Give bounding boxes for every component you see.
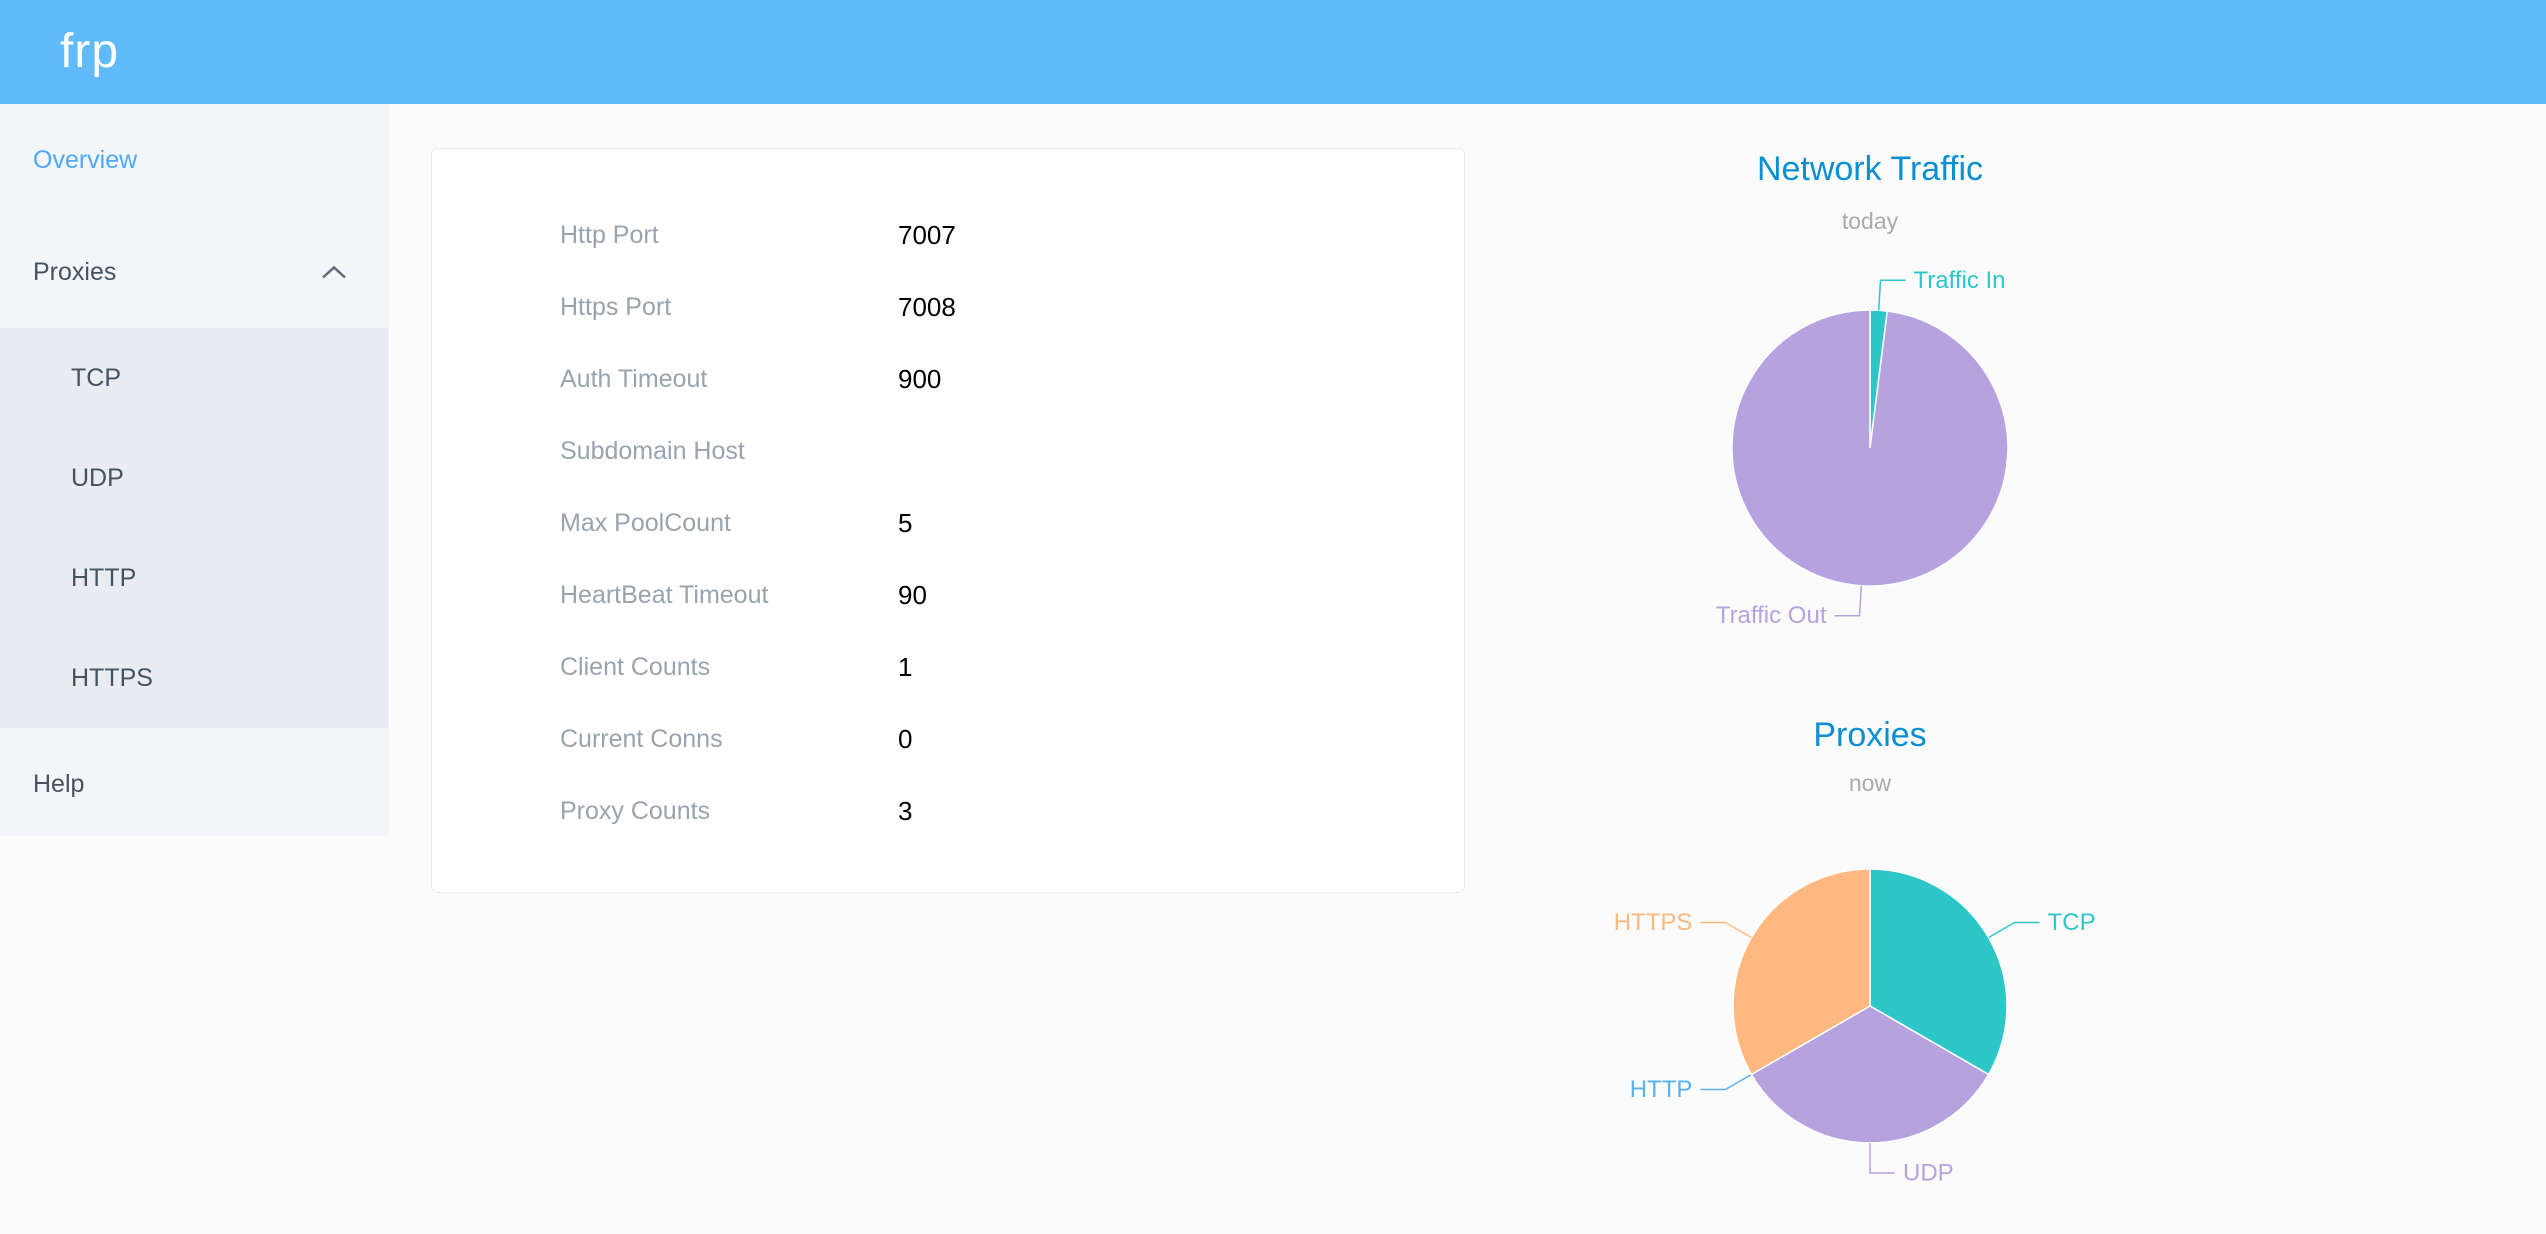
sidebar-item-udp[interactable]: UDP bbox=[71, 464, 124, 492]
info-label: Http Port bbox=[560, 220, 659, 249]
pie-slice-udp[interactable] bbox=[1750, 1005, 1990, 1144]
network-traffic-pie[interactable]: Traffic In Traffic Out bbox=[1470, 240, 2270, 680]
info-label: Https Port bbox=[560, 292, 672, 321]
pie-label-tcp: TCP bbox=[2048, 909, 2096, 936]
info-label: Auth Timeout bbox=[560, 364, 708, 393]
sidebar-item-tcp[interactable]: TCP bbox=[71, 364, 121, 392]
info-row: Subdomain Host bbox=[432, 415, 1464, 487]
header: frp bbox=[0, 0, 2546, 104]
sidebar-item-proxies-label: Proxies bbox=[33, 258, 117, 286]
pie-leader-line-http bbox=[1700, 1073, 1752, 1091]
info-label: Current Conns bbox=[560, 724, 723, 753]
info-value: 7007 bbox=[898, 219, 956, 250]
info-label: Max PoolCount bbox=[560, 508, 731, 537]
info-label: Client Counts bbox=[560, 652, 711, 681]
sidebar-item-help[interactable]: Help bbox=[33, 770, 85, 798]
info-row: HeartBeat Timeout 90 bbox=[432, 559, 1464, 631]
info-value: 5 bbox=[898, 507, 913, 538]
info-value: 0 bbox=[898, 723, 913, 754]
proxies-pie[interactable]: TCP UDP HTTP HTTPS bbox=[1470, 818, 2270, 1230]
info-value: 3 bbox=[898, 795, 913, 826]
sidebar-nav: Overview Proxies TCP UDP HTTP HTTPS Help bbox=[0, 104, 389, 840]
pie-leader-line-traffic-in bbox=[1877, 279, 1906, 311]
info-row: Auth Timeout 900 bbox=[432, 343, 1464, 415]
chevron-up-icon bbox=[322, 265, 346, 279]
app-logo: frp bbox=[60, 25, 120, 78]
info-label: Subdomain Host bbox=[560, 436, 745, 465]
sidebar: Overview Proxies TCP UDP HTTP HTTPS Help bbox=[0, 104, 389, 836]
pie-label-https: HTTPS bbox=[1614, 909, 1693, 936]
pie-leader-line-tcp bbox=[1988, 921, 2040, 939]
sidebar-item-overview[interactable]: Overview bbox=[33, 146, 138, 174]
pie-leader-line-https bbox=[1700, 921, 1752, 939]
sidebar-item-proxies[interactable]: Proxies bbox=[0, 216, 389, 328]
pie-leader-line-udp bbox=[1869, 1143, 1895, 1174]
network-traffic-title: Network Traffic bbox=[1756, 150, 1984, 188]
charts-panel: Network Traffic today Traffic In Traffic … bbox=[1470, 104, 2270, 1234]
info-row: Http Port 7007 bbox=[432, 199, 1464, 271]
info-row: Client Counts 1 bbox=[432, 631, 1464, 703]
pie-leader-line-traffic-out bbox=[1834, 585, 1863, 617]
info-value: 90 bbox=[898, 579, 927, 610]
info-row: Https Port 7008 bbox=[432, 271, 1464, 343]
pie-label-udp: UDP bbox=[1903, 1160, 1954, 1187]
info-value: 1 bbox=[898, 651, 913, 682]
pie-label-traffic-in: Traffic In bbox=[1914, 267, 2006, 294]
pie-slice-tcp[interactable] bbox=[1869, 868, 2008, 1076]
sidebar-item-https[interactable]: HTTPS bbox=[71, 664, 153, 692]
info-row: Proxy Counts 3 bbox=[432, 775, 1464, 847]
info-row: Max PoolCount 5 bbox=[432, 487, 1464, 559]
proxies-submenu: TCP UDP HTTP HTTPS bbox=[0, 328, 389, 728]
pie-label-traffic-out: Traffic Out bbox=[1716, 602, 1827, 629]
pie-slice-https[interactable] bbox=[1732, 868, 1871, 1076]
pie-label-http: HTTP bbox=[1630, 1076, 1693, 1103]
info-value: 7008 bbox=[898, 291, 956, 322]
sidebar-item-http[interactable]: HTTP bbox=[71, 564, 137, 592]
pie-slice-traffic-out[interactable] bbox=[1731, 309, 2009, 587]
proxies-chart-subtitle: now bbox=[1848, 770, 1892, 796]
info-label: Proxy Counts bbox=[560, 796, 711, 825]
info-label: HeartBeat Timeout bbox=[560, 580, 769, 609]
network-traffic-subtitle: today bbox=[1841, 208, 1899, 234]
proxies-chart-title: Proxies bbox=[1813, 716, 1927, 754]
info-row: Current Conns 0 bbox=[432, 703, 1464, 775]
server-info-card: Http Port 7007 Https Port 7008 Auth Timeou… bbox=[431, 148, 1465, 893]
info-value: 900 bbox=[898, 363, 942, 394]
